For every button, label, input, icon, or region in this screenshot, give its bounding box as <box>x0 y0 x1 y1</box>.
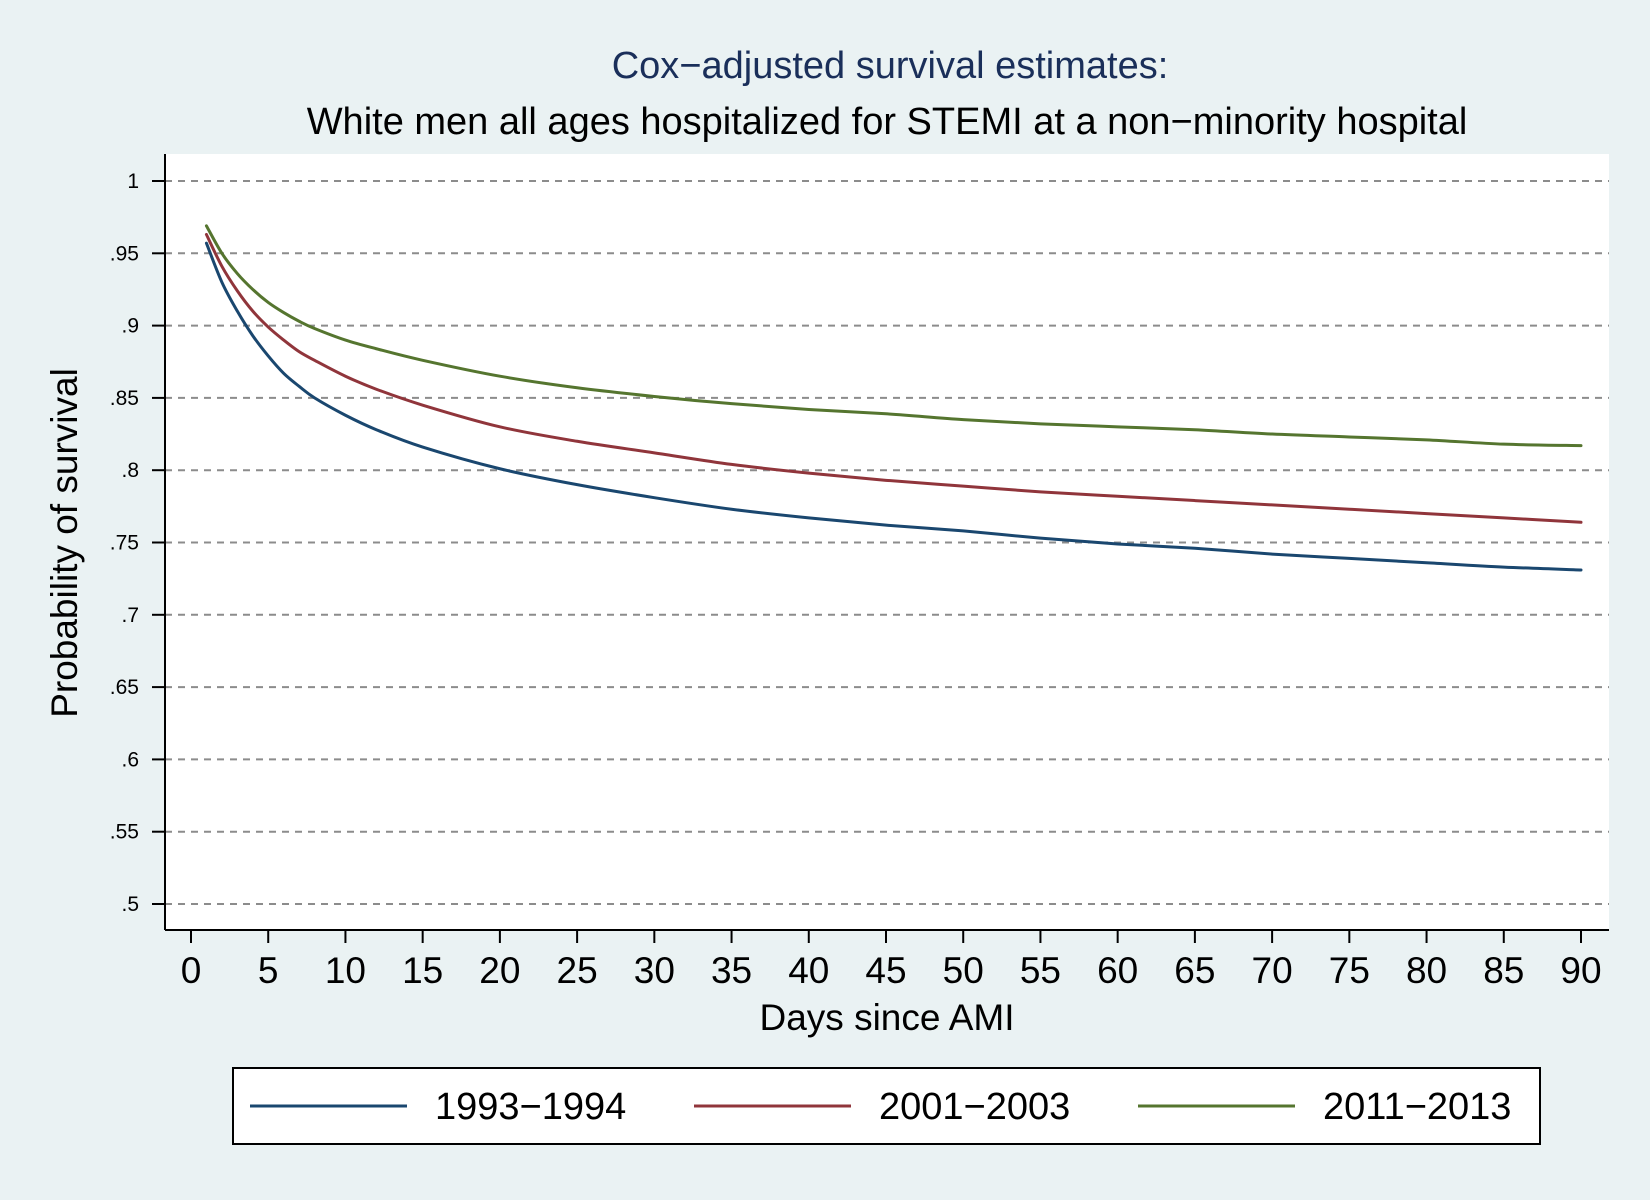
legend-label-0: 1993−1994 <box>435 1086 626 1128</box>
y-tick-label: .8 <box>121 459 139 482</box>
x-tick-label: 50 <box>943 950 984 991</box>
x-tick-label: 15 <box>402 950 443 991</box>
x-tick-label: 70 <box>1252 950 1293 991</box>
x-tick-label: 90 <box>1560 950 1601 991</box>
chart-subtitle: White men all ages hospitalized for STEM… <box>307 101 1468 143</box>
y-tick-label: .55 <box>110 821 139 844</box>
chart-title: Cox−adjusted survival estimates: <box>612 45 1169 87</box>
x-tick-label: 5 <box>258 950 279 991</box>
x-tick-label: 75 <box>1329 950 1370 991</box>
x-tick-label: 10 <box>325 950 366 991</box>
y-tick-label: .75 <box>110 532 139 555</box>
y-tick-label: .65 <box>110 676 139 699</box>
x-axis-title: Days since AMI <box>760 997 1015 1038</box>
x-tick-label: 80 <box>1406 950 1447 991</box>
y-tick-label: .5 <box>121 893 139 916</box>
y-tick-label: .7 <box>121 604 139 627</box>
x-tick-label: 65 <box>1174 950 1215 991</box>
series-line-2 <box>204 224 1583 448</box>
x-tick-label: 25 <box>557 950 598 991</box>
series-line-0 <box>204 241 1583 572</box>
series-lines <box>204 224 1583 572</box>
y-axis-title: Probability of survival <box>44 368 85 718</box>
legend-label-1: 2001−2003 <box>879 1086 1070 1128</box>
x-axis: 0 5 10 15 20 25 30 35 40 45 50 55 60 65 70 75 80 85 90 <box>181 930 1602 991</box>
legend-items: 1993−1994 2001−2003 2011−2013 <box>250 1086 1511 1128</box>
x-tick-label: 0 <box>181 950 202 991</box>
legend-box <box>232 1067 1541 1145</box>
x-tick-label: 45 <box>865 950 906 991</box>
x-tick-label: 60 <box>1097 950 1138 991</box>
grid-lines <box>165 180 1609 905</box>
x-tick-label: 55 <box>1020 950 1061 991</box>
x-tick-label: 35 <box>711 950 752 991</box>
y-tick-label: .6 <box>121 748 139 771</box>
x-tick-label: 20 <box>479 950 520 991</box>
y-tick-label: .95 <box>110 242 139 265</box>
x-tick-label: 40 <box>788 950 829 991</box>
y-tick-label: 1 <box>127 170 139 193</box>
x-tick-label: 85 <box>1483 950 1524 991</box>
y-tick-label: .85 <box>110 387 139 410</box>
legend-label-2: 2011−2013 <box>1323 1086 1511 1128</box>
x-tick-label: 30 <box>634 950 675 991</box>
y-axis: .5 .55 .6 .65 .7 .75 .8 .85 .9 .95 1 <box>110 170 165 916</box>
series-line-1 <box>204 233 1583 524</box>
legend: 1993−1994 2001−2003 2011−2013 <box>232 1067 1541 1145</box>
y-tick-label: .9 <box>121 315 139 338</box>
